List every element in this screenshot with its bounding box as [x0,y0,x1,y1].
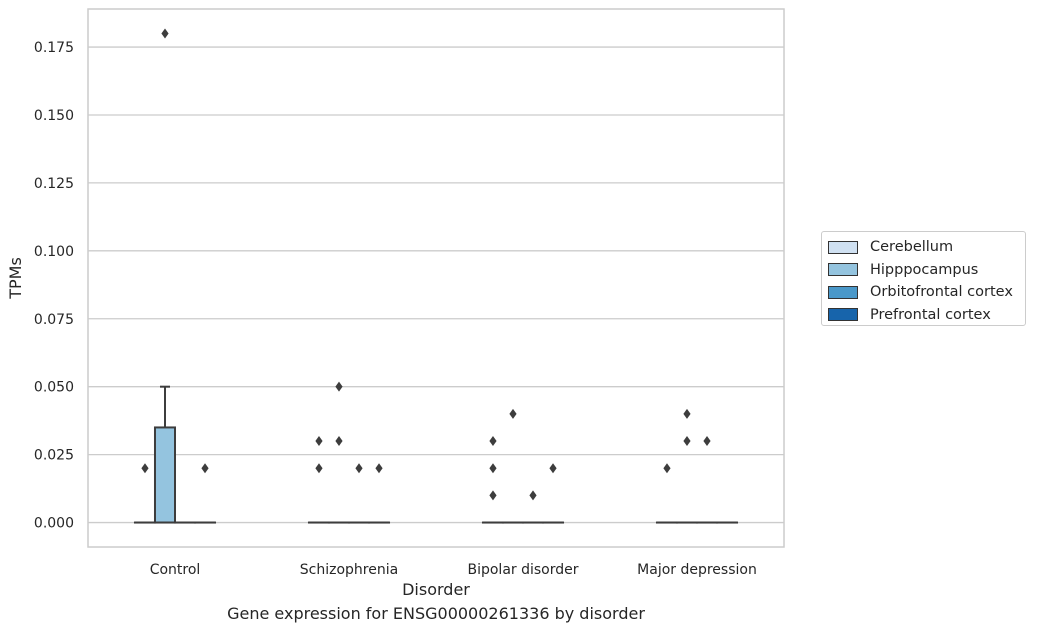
y-tick-labels: 0.000 0.025 0.050 0.075 0.100 0.125 0.150 0.175 [34,40,74,532]
outlier-point [549,463,557,474]
outlier-point [375,463,383,474]
box-cerebellum [481,436,504,524]
x-tick-label: Control [150,562,201,578]
x-tick-label: Schizophrenia [300,562,398,578]
box-hipppocampus [153,28,177,524]
y-tick-label: 0.000 [34,516,74,532]
outlier-point [161,28,169,39]
box-hipppocampus [501,408,524,524]
chart-title: Gene expression for ENSG00000261336 by d… [227,604,645,623]
box-prefrontal-cortex [194,463,217,524]
outlier-point [683,436,691,447]
y-tick-label: 0.175 [34,40,74,56]
box-cerebellum [307,436,330,524]
outlier-point [489,463,497,474]
outlier-point [141,463,149,474]
legend-swatch [828,308,858,321]
outlier-point [335,381,343,392]
outlier-point [489,436,497,447]
outlier-point [315,436,323,447]
box-cerebellum [655,463,678,524]
legend-label: Orbitofrontal cortex [870,284,1013,300]
outlier-point [315,463,323,474]
box-body [153,426,177,524]
grid-layer [88,46,784,524]
x-tick-labels: Control Schizophrenia Bipolar disorder Majo… [150,562,757,578]
legend-item: Prefrontal cortex [828,305,991,325]
outlier-point [355,463,363,474]
outlier-point [663,463,671,474]
outlier-point [335,436,343,447]
outlier-point [683,408,691,419]
x-tick-label: Major depression [637,562,757,578]
legend-item: Orbitofrontal cortex [828,282,1013,302]
box-prefrontal-cortex [368,463,391,524]
box-orbitofrontal-cortex [522,490,545,524]
legend-label: Hipppocampus [870,261,979,278]
plot-frame [87,8,785,548]
y-tick-label: 0.075 [34,312,74,328]
legend-label: Prefrontal cortex [870,306,991,323]
box-orbitofrontal-cortex [348,463,371,524]
box-cerebellum [133,463,156,524]
legend-swatch [828,263,858,276]
y-axis-label: TPMs [6,257,25,300]
legend-swatch [828,285,858,299]
y-tick-label: 0.025 [34,448,74,464]
outlier-point [201,463,209,474]
boxes-layer [133,28,739,524]
box-hipppocampus [675,408,698,524]
legend: Cerebellum Hipppocampus Orbitofrontal cort… [821,231,1026,326]
legend-item: Hipppocampus [828,260,978,280]
outlier-point [703,436,711,447]
outlier-point [509,408,517,419]
y-tick-label: 0.125 [34,176,74,192]
y-tick-label: 0.150 [34,108,74,124]
x-axis-label: Disorder [402,580,470,599]
y-tick-label: 0.050 [34,380,74,396]
box-prefrontal-cortex [542,463,565,524]
x-tick-label: Bipolar disorder [467,562,578,578]
legend-item: Cerebellum [828,237,953,257]
y-tick-label: 0.100 [34,244,74,260]
legend-label: Cerebellum [870,239,954,255]
outlier-point [529,490,537,501]
box-hipppocampus [327,381,350,524]
outlier-point [489,490,497,501]
box-orbitofrontal-cortex [696,436,719,524]
legend-swatch [828,240,858,254]
